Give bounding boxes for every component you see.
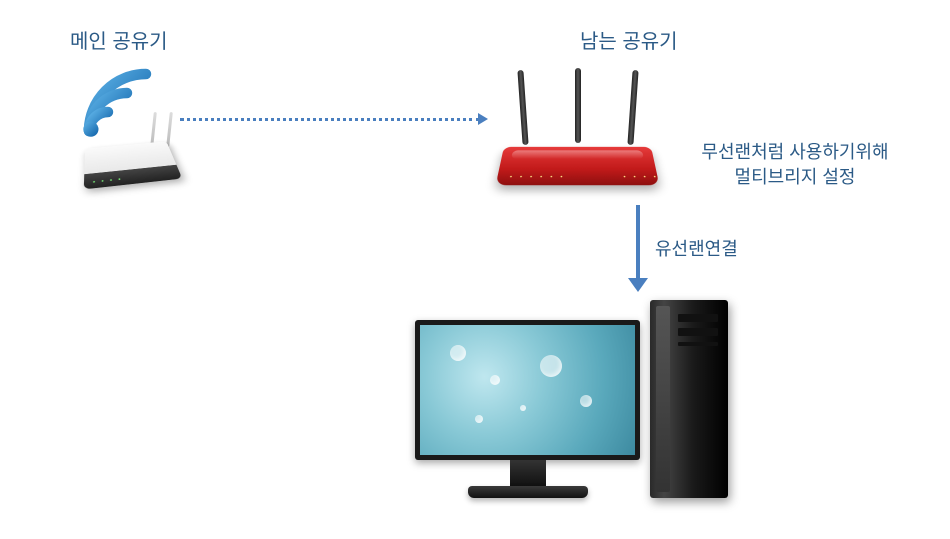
monitor-icon <box>415 320 640 498</box>
wired-link-arrow-head <box>628 278 648 292</box>
bridge-note-line1: 무선랜처럼 사용하기위해 <box>701 142 888 162</box>
pc-tower-icon <box>650 300 728 498</box>
wired-connection-label: 유선랜연결 <box>655 235 738 261</box>
spare-router-icon <box>480 60 670 190</box>
desktop-pc-icon <box>415 300 745 520</box>
bridge-note: 무선랜처럼 사용하기위해 멀티브리지 설정 <box>680 140 910 190</box>
wired-link-arrow <box>636 205 640 280</box>
main-router-icon <box>60 60 190 190</box>
wireless-link-arrow <box>180 118 480 121</box>
spare-router-label: 남는 공유기 <box>580 25 678 54</box>
main-router-label: 메인 공유기 <box>70 25 168 54</box>
bridge-note-line2: 멀티브리지 설정 <box>735 167 856 187</box>
